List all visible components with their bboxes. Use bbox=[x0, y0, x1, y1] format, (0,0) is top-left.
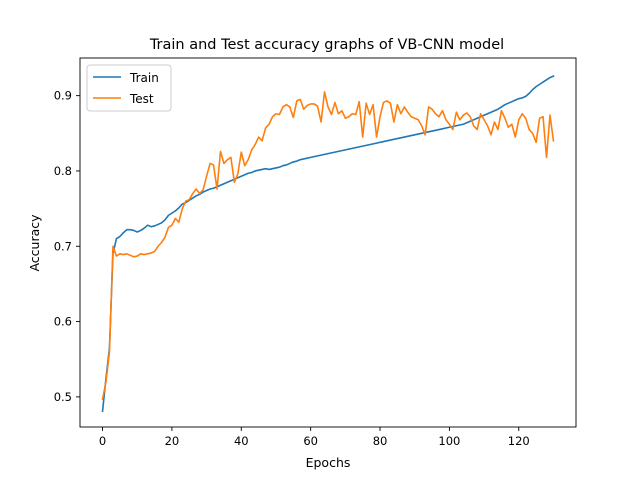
x-tick-label: 60 bbox=[303, 434, 318, 448]
x-tick-label: 40 bbox=[234, 434, 249, 448]
series-line-test bbox=[101, 91, 555, 401]
x-tick-label: 20 bbox=[165, 434, 180, 448]
chart-title: Train and Test accuracy graphs of VB-CNN… bbox=[149, 37, 504, 53]
y-axis-ticks: 0.5 0.6 0.7 0.8 0.9 bbox=[54, 89, 80, 404]
legend-label-test: Test bbox=[129, 92, 154, 106]
x-tick-label: 120 bbox=[508, 434, 530, 448]
x-axis-ticks: 0 20 40 60 80 100 120 bbox=[99, 427, 530, 448]
y-tick-label: 0.8 bbox=[54, 164, 72, 178]
y-tick-label: 0.5 bbox=[54, 390, 72, 404]
x-tick-label: 100 bbox=[438, 434, 460, 448]
y-axis-label: Accuracy bbox=[27, 214, 42, 272]
y-tick-label: 0.7 bbox=[54, 239, 72, 253]
y-tick-label: 0.6 bbox=[54, 315, 72, 329]
axes-frame bbox=[79, 57, 577, 428]
legend-label-train: Train bbox=[129, 71, 159, 85]
plot-area bbox=[79, 57, 577, 428]
x-tick-label: 0 bbox=[99, 434, 106, 448]
series-line-train bbox=[101, 75, 555, 413]
legend: Train Test bbox=[86, 64, 172, 112]
y-tick-label: 0.9 bbox=[54, 89, 72, 103]
x-axis-label: Epochs bbox=[306, 455, 351, 470]
x-tick-label: 80 bbox=[373, 434, 388, 448]
